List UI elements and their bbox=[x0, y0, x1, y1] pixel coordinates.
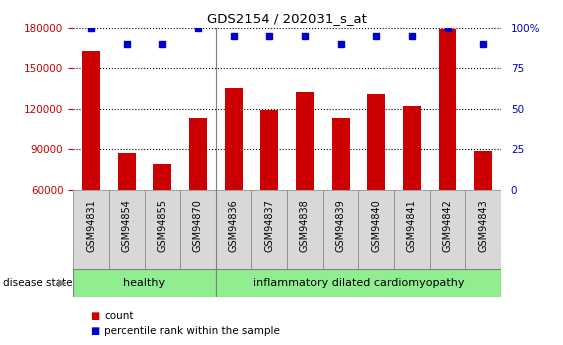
Text: healthy: healthy bbox=[123, 278, 166, 288]
Text: GSM94842: GSM94842 bbox=[443, 199, 453, 252]
Bar bbox=[287, 190, 323, 269]
Bar bbox=[403, 106, 421, 190]
Bar bbox=[145, 190, 180, 269]
Bar bbox=[216, 269, 501, 297]
Text: percentile rank within the sample: percentile rank within the sample bbox=[104, 326, 280, 336]
Text: ▶: ▶ bbox=[58, 278, 66, 288]
Text: disease state: disease state bbox=[3, 278, 72, 288]
Text: GSM94843: GSM94843 bbox=[478, 199, 488, 252]
Text: GSM94839: GSM94839 bbox=[336, 199, 346, 252]
Text: GSM94840: GSM94840 bbox=[371, 199, 381, 252]
Bar bbox=[82, 51, 100, 190]
Bar bbox=[189, 118, 207, 190]
Bar bbox=[359, 190, 394, 269]
Bar bbox=[73, 190, 109, 269]
Bar bbox=[332, 118, 350, 190]
Bar bbox=[260, 110, 278, 190]
Bar bbox=[439, 29, 457, 190]
Bar bbox=[153, 164, 171, 190]
Text: GSM94836: GSM94836 bbox=[229, 199, 239, 252]
Text: GSM94870: GSM94870 bbox=[193, 199, 203, 252]
Bar bbox=[225, 88, 243, 190]
Bar bbox=[180, 190, 216, 269]
Bar bbox=[474, 150, 492, 190]
Bar bbox=[252, 190, 287, 269]
Text: inflammatory dilated cardiomyopathy: inflammatory dilated cardiomyopathy bbox=[253, 278, 464, 288]
Title: GDS2154 / 202031_s_at: GDS2154 / 202031_s_at bbox=[207, 12, 367, 25]
Bar bbox=[430, 190, 466, 269]
Bar bbox=[394, 190, 430, 269]
Text: GSM94841: GSM94841 bbox=[407, 199, 417, 252]
Text: GSM94837: GSM94837 bbox=[264, 199, 274, 252]
Text: ■: ■ bbox=[90, 311, 99, 321]
Bar bbox=[296, 92, 314, 190]
Bar bbox=[73, 269, 216, 297]
Bar bbox=[216, 190, 252, 269]
Text: GSM94854: GSM94854 bbox=[122, 199, 132, 252]
Text: ■: ■ bbox=[90, 326, 99, 336]
Bar bbox=[323, 190, 359, 269]
Text: GSM94855: GSM94855 bbox=[157, 199, 167, 252]
Bar bbox=[118, 153, 136, 190]
Bar bbox=[109, 190, 145, 269]
Bar bbox=[466, 190, 501, 269]
Text: GSM94838: GSM94838 bbox=[300, 199, 310, 252]
Text: GSM94831: GSM94831 bbox=[86, 199, 96, 252]
Bar bbox=[367, 94, 385, 190]
Text: count: count bbox=[104, 311, 133, 321]
